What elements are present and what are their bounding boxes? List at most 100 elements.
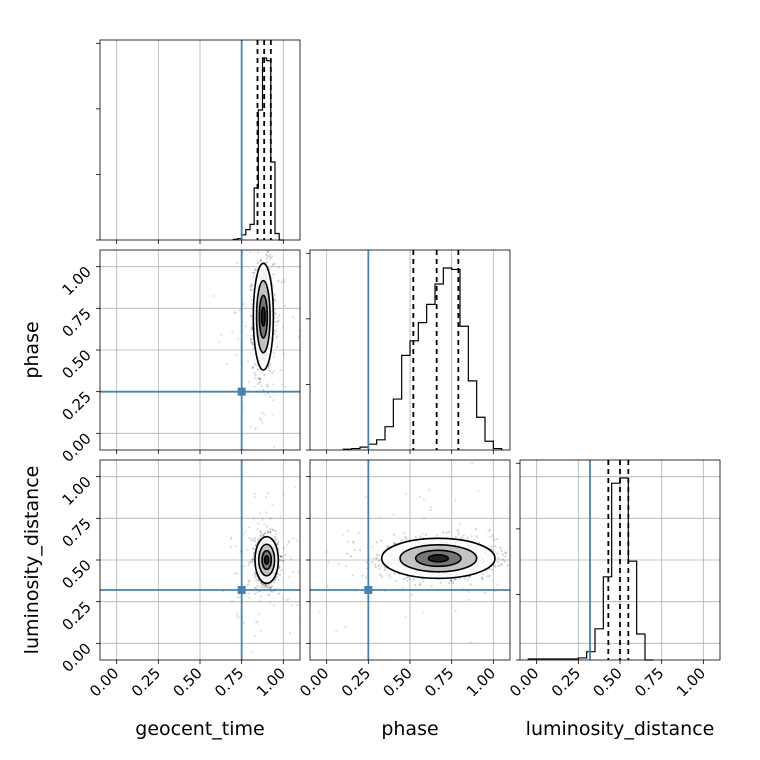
sample-point xyxy=(247,596,250,599)
sample-point xyxy=(325,550,328,554)
sample-point xyxy=(385,545,388,548)
sample-point xyxy=(273,262,276,265)
sample-point xyxy=(274,299,277,302)
sample-point xyxy=(445,531,448,534)
sample-point xyxy=(259,218,261,220)
sample-point xyxy=(265,384,268,387)
density-contour xyxy=(427,554,450,563)
sample-point xyxy=(268,235,270,237)
sample-point xyxy=(249,199,251,201)
sample-point xyxy=(252,558,255,561)
sample-point xyxy=(414,583,417,587)
sample-point xyxy=(393,572,396,575)
sample-point xyxy=(253,586,256,589)
sample-point xyxy=(263,374,266,377)
sample-point xyxy=(272,273,275,276)
sample-point xyxy=(230,600,234,603)
sample-point xyxy=(252,517,256,520)
sample-point xyxy=(276,230,278,232)
x-tick-label: 0.50 xyxy=(589,664,625,700)
scatter-panel-geocent_time-phase: 0.00 0.25 0.50 0.75 1.00 xyxy=(58,199,301,506)
sample-point xyxy=(263,586,266,589)
sample-point xyxy=(276,320,280,323)
sample-point xyxy=(548,581,550,583)
y-tick-label: 1.00 xyxy=(58,473,94,509)
sample-point xyxy=(255,587,258,590)
sample-point xyxy=(271,528,275,531)
sample-point xyxy=(243,621,246,625)
sample-point xyxy=(251,342,255,345)
sample-point xyxy=(452,581,455,585)
sample-point xyxy=(499,564,502,567)
sample-point xyxy=(230,219,232,221)
x-tick-label: 0.75 xyxy=(631,664,667,700)
hist-panel-phase xyxy=(306,249,511,454)
sample-point xyxy=(480,576,483,579)
sample-point xyxy=(490,545,493,548)
sample-point xyxy=(373,563,376,566)
sample-point xyxy=(429,508,432,512)
sample-point xyxy=(377,554,380,557)
y-tick-label: 0.75 xyxy=(58,304,94,340)
sample-point xyxy=(287,598,290,601)
sample-point xyxy=(533,526,535,528)
sample-point xyxy=(225,219,227,221)
sample-point xyxy=(251,367,254,370)
sample-point xyxy=(248,526,251,529)
sample-point xyxy=(253,634,257,638)
sample-point xyxy=(254,377,257,380)
x-axis-label-geocent_time: geocent_time xyxy=(135,718,264,740)
sample-point xyxy=(422,611,425,614)
sample-point xyxy=(253,537,257,540)
sample-point xyxy=(277,468,279,470)
sample-point xyxy=(419,535,422,538)
sample-point xyxy=(319,516,321,518)
sample-point xyxy=(500,562,503,566)
sample-point xyxy=(250,328,253,331)
sample-point xyxy=(246,548,249,552)
sample-point xyxy=(273,445,276,449)
sample-point xyxy=(271,263,275,266)
sample-point xyxy=(242,565,246,568)
sample-point xyxy=(230,536,233,539)
sample-point xyxy=(419,582,422,585)
sample-point xyxy=(278,313,281,316)
sample-point xyxy=(469,583,472,586)
sample-point xyxy=(275,522,277,524)
sample-point xyxy=(251,504,253,506)
sample-point xyxy=(250,341,254,344)
sample-point xyxy=(254,592,257,595)
sample-point xyxy=(247,592,251,595)
sample-point xyxy=(384,566,387,569)
sample-point xyxy=(242,406,245,410)
sample-point xyxy=(361,574,364,577)
sample-point xyxy=(375,541,378,544)
sample-point xyxy=(276,345,279,349)
sample-point xyxy=(400,538,403,542)
sample-point xyxy=(269,518,272,521)
sample-point xyxy=(349,555,353,558)
sample-point xyxy=(575,505,577,507)
sample-point xyxy=(501,558,505,561)
sample-point xyxy=(277,592,280,595)
sample-point xyxy=(496,552,499,555)
sample-point xyxy=(269,530,272,534)
sample-point xyxy=(521,545,523,547)
sample-point xyxy=(302,547,304,549)
x-axis-label-luminosity_distance: luminosity_distance xyxy=(526,718,715,740)
sample-point xyxy=(272,413,275,416)
sample-point xyxy=(250,334,253,337)
sample-point xyxy=(249,314,252,317)
sample-point xyxy=(266,491,269,494)
sample-point xyxy=(251,271,254,274)
sample-point xyxy=(427,488,431,492)
sample-point xyxy=(288,632,292,635)
sample-point xyxy=(375,553,379,556)
sample-point xyxy=(264,393,267,397)
sample-point xyxy=(464,577,467,580)
sample-point xyxy=(409,593,413,596)
sample-point xyxy=(284,385,287,389)
sample-point xyxy=(247,564,250,567)
sample-point xyxy=(303,520,305,522)
sample-point xyxy=(279,555,283,558)
